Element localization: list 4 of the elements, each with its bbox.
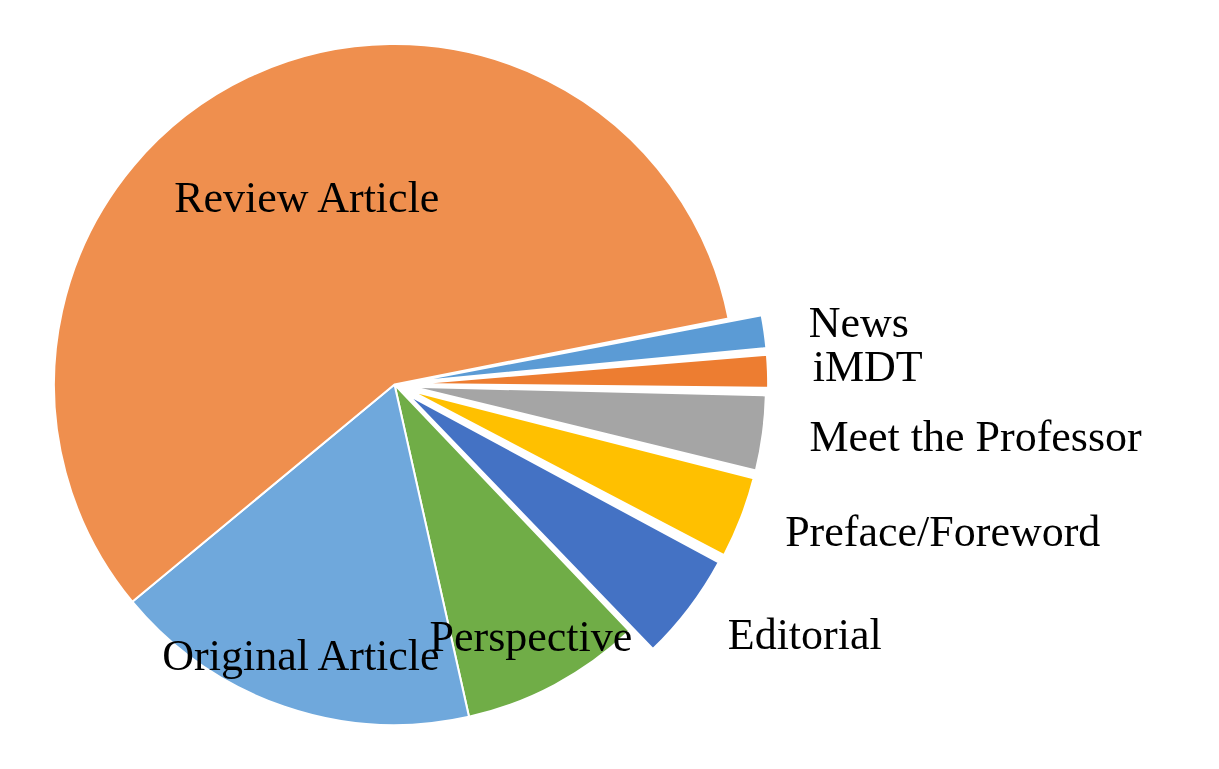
- slice-label: Review Article: [174, 172, 440, 222]
- slice-label: Editorial: [727, 610, 882, 660]
- slice-label: Preface/Foreword: [785, 507, 1101, 557]
- slice-label: Meet the Professor: [809, 411, 1143, 461]
